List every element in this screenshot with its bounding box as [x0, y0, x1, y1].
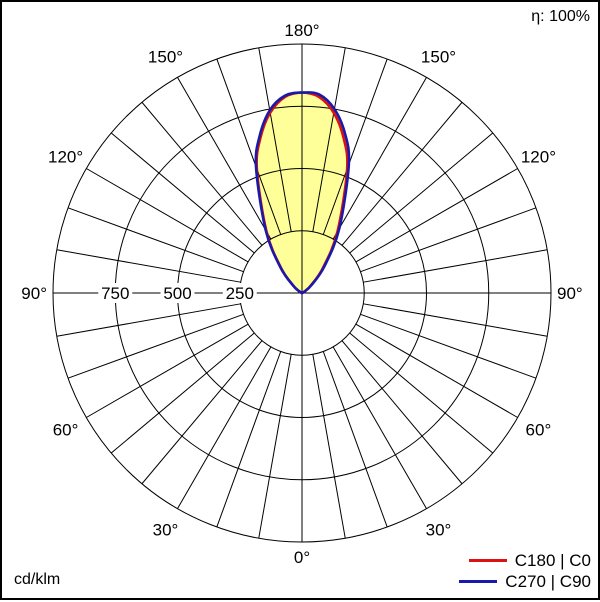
grid-spoke: [258, 354, 292, 539]
angle-label: 90°: [21, 284, 47, 303]
series-line-c270-c90: [254, 91, 351, 295]
grid-spoke: [110, 132, 255, 254]
angle-label: 120°: [48, 148, 83, 167]
grid-spoke: [86, 168, 249, 263]
tick-label-bg: [222, 283, 257, 303]
angle-label-bg: [11, 283, 47, 303]
grid-spoke: [341, 340, 463, 485]
grid-spoke: [312, 354, 346, 539]
angle-label: 90°: [557, 284, 583, 303]
grid-spoke: [341, 101, 463, 246]
radial-tick-label: 750: [101, 284, 129, 303]
angle-label-bg: [557, 283, 593, 303]
angle-label: 120°: [521, 148, 556, 167]
angle-label: 30°: [426, 520, 452, 539]
legend: C180 | C0 C270 | C90: [459, 550, 591, 592]
grid-spoke: [322, 351, 388, 528]
grid-spoke: [177, 346, 272, 509]
angle-label: 60°: [53, 421, 79, 440]
units-label: cd/klm: [14, 571, 61, 588]
grid-spoke: [216, 58, 282, 235]
grid-spoke: [363, 249, 548, 283]
legend-label: C270 | C90: [505, 571, 591, 591]
grid-spoke: [177, 77, 272, 240]
grid-spoke: [312, 47, 346, 232]
grid-spoke: [332, 346, 427, 509]
angle-label: 30°: [153, 520, 179, 539]
legend-label: C180 | C0: [514, 550, 591, 570]
grid-spoke: [360, 313, 537, 379]
grid-spoke: [363, 303, 548, 337]
grid-spoke: [258, 47, 292, 232]
legend-item-c180-c0: C180 | C0: [459, 550, 591, 571]
grid-spoke: [67, 313, 244, 379]
grid-spoke: [355, 168, 518, 263]
angle-label: 180°: [284, 21, 319, 40]
grid-spoke: [67, 207, 244, 273]
grid-spoke: [349, 332, 494, 454]
grid-spoke: [332, 77, 427, 240]
grid-spoke: [110, 332, 255, 454]
tick-label-bg: [160, 283, 195, 303]
tick-label-bg: [98, 283, 133, 303]
legend-swatch-red: [468, 559, 507, 562]
grid-spoke: [322, 58, 388, 235]
grid-spoke: [86, 323, 249, 418]
angle-label: 60°: [526, 421, 552, 440]
radial-tick-label: 250: [226, 284, 254, 303]
grid-spoke: [355, 323, 518, 418]
efficiency-label: η: 100%: [531, 8, 590, 25]
angle-label: 0°: [294, 548, 310, 567]
angle-label: 150°: [148, 48, 183, 67]
legend-swatch-blue: [459, 580, 498, 583]
grid-spoke: [141, 340, 263, 485]
grid-spoke: [56, 249, 241, 283]
grid-spoke: [349, 132, 494, 254]
grid-spoke: [56, 303, 241, 337]
legend-item-c270-c90: C270 | C90: [459, 571, 591, 592]
angle-label: 150°: [421, 48, 456, 67]
grid-spoke: [360, 207, 537, 273]
grid-spoke: [216, 351, 282, 528]
grid-spoke: [141, 101, 263, 246]
radial-tick-label: 500: [163, 284, 191, 303]
